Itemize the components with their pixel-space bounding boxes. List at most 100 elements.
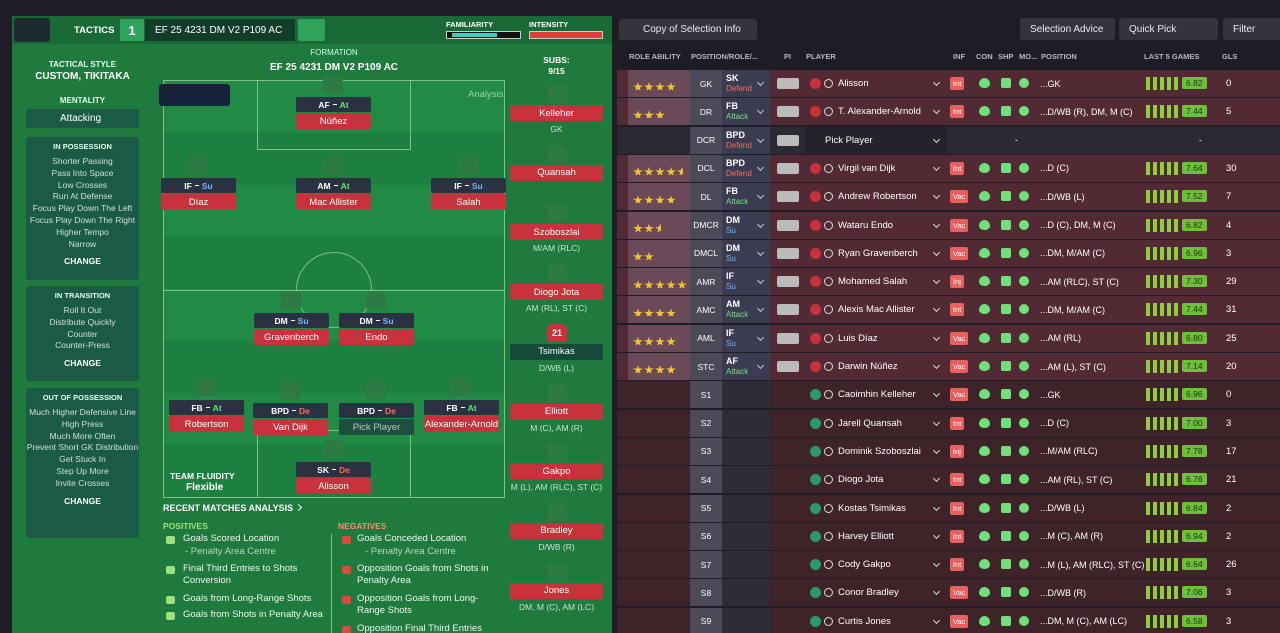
sub-name[interactable]: Kelleher <box>510 105 603 121</box>
sub-name[interactable]: Elliott <box>510 403 603 420</box>
con-icon <box>979 361 990 371</box>
column-header[interactable]: LAST 5 GAMES <box>1144 52 1200 61</box>
star <box>644 280 654 289</box>
analysis-item: Opposition Goals from Long-Range Shots <box>357 593 479 616</box>
player-name[interactable]: Van Dijk <box>253 419 328 435</box>
player-position: ...D/WB (L) <box>1040 191 1085 202</box>
inf-badge: Vac <box>950 614 969 628</box>
back-button[interactable] <box>14 18 50 42</box>
player-name[interactable]: Caoimhin Kelleher <box>838 389 916 401</box>
change-button[interactable]: CHANGE <box>64 256 101 267</box>
star <box>633 336 643 345</box>
column-header[interactable]: POSITION <box>1041 52 1077 61</box>
player-name[interactable]: Pick Player <box>825 134 873 146</box>
column-header[interactable]: CON <box>976 52 993 61</box>
instruction-item: Roll It Out <box>63 305 102 315</box>
con-icon <box>979 559 990 570</box>
copy-button[interactable]: Copy of Selection Info <box>619 19 757 40</box>
add-button[interactable] <box>298 19 325 41</box>
role-tag[interactable]: SK De <box>296 462 371 477</box>
slot-number[interactable]: 1 <box>120 19 144 41</box>
duty: De <box>299 405 310 416</box>
role-tag[interactable]: IF Su <box>431 178 506 193</box>
role-cell <box>722 409 770 437</box>
player-name[interactable]: Darwin Núñez <box>838 361 898 372</box>
column-header[interactable]: POSITION/ROLE/... <box>691 52 759 61</box>
column-header[interactable]: GLS <box>1222 52 1238 61</box>
role-tag[interactable]: FB At <box>169 400 244 415</box>
tactic-name[interactable]: EF 25 4231 DM V2 P109 AC <box>145 19 295 41</box>
view-toggle[interactable] <box>159 84 230 106</box>
sub-name[interactable]: Gakpo <box>510 463 603 480</box>
star <box>666 308 676 317</box>
player-name[interactable]: Mac Allister <box>296 194 371 210</box>
sub-name[interactable]: Szoboszlai <box>510 224 603 241</box>
player-name[interactable]: Kostas Tsimikas <box>838 502 906 514</box>
player-name[interactable]: Endo <box>339 329 414 345</box>
inf-badge: Vac <box>950 586 969 600</box>
style-value[interactable]: CUSTOM, TIKITAKA <box>35 71 130 82</box>
sub-name[interactable]: Bradley <box>510 522 603 539</box>
column-header[interactable]: MO... <box>1019 52 1038 61</box>
shp-icon <box>1001 304 1011 315</box>
role-tag[interactable]: DM Su <box>254 313 329 328</box>
player-name[interactable]: Alexander-Arnold <box>424 416 499 432</box>
position-code: S3 <box>690 437 722 465</box>
player-name[interactable]: Salah <box>431 194 506 210</box>
player-name[interactable]: Alisson <box>838 78 869 89</box>
player-name[interactable]: Mohamed Salah <box>838 276 908 288</box>
change-button[interactable]: CHANGE <box>64 358 101 369</box>
player-name[interactable]: Curtis Jones <box>838 615 891 627</box>
player-status <box>824 192 833 202</box>
role-tag[interactable]: AM At <box>296 178 371 193</box>
column-header[interactable]: PI <box>784 52 792 61</box>
player-name[interactable]: Diogo Jota <box>838 474 884 486</box>
analysis-title[interactable]: RECENT MATCHES ANALYSIS <box>163 503 294 513</box>
player-name[interactable]: Gravenberch <box>254 329 329 345</box>
player-name[interactable]: Wataru Endo <box>838 219 894 231</box>
star <box>655 336 665 345</box>
rating: 6.96 <box>1182 246 1207 259</box>
analysis-button[interactable]: Analysis <box>468 89 504 100</box>
player-name[interactable]: Ryan Gravenberch <box>838 247 918 259</box>
role: AM <box>317 180 331 191</box>
player-name[interactable]: Jarell Quansah <box>838 417 902 429</box>
sub-name[interactable]: Jones <box>510 582 603 599</box>
sub-name[interactable]: Quansah <box>510 164 603 181</box>
positives-label: POSITIVES <box>163 521 208 531</box>
player-name[interactable]: Luis Díaz <box>838 332 878 344</box>
player-shirt <box>366 381 386 399</box>
column-header[interactable]: PLAYER <box>806 52 836 61</box>
role-tag[interactable]: BPD De <box>253 403 328 418</box>
player-name[interactable]: Alisson <box>296 478 371 494</box>
filter-button[interactable]: Filter <box>1223 18 1280 40</box>
role-tag[interactable]: DM Su <box>339 313 414 328</box>
player-name[interactable]: Pick Player <box>339 419 414 435</box>
player-name[interactable]: T. Alexander-Arnold <box>838 106 921 118</box>
player-name[interactable]: Dominik Szoboszlai <box>838 445 921 457</box>
mentality-select[interactable]: Attacking <box>26 109 139 128</box>
player-name[interactable]: Conor Bradley <box>838 587 899 599</box>
column-header[interactable]: ROLE ABILITY <box>629 52 681 61</box>
role-tag[interactable]: IF Su <box>161 178 236 193</box>
quickpick-button[interactable]: Quick Pick <box>1119 18 1218 40</box>
column-header[interactable]: SHP <box>998 52 1014 61</box>
player-name[interactable]: Cody Gakpo <box>838 559 891 571</box>
sub-name[interactable]: Tsimikas <box>510 343 603 360</box>
role-tag[interactable]: AF At <box>296 97 371 112</box>
role-tag[interactable]: BPD De <box>339 403 414 418</box>
player-name[interactable]: Virgil van Dijk <box>838 162 896 174</box>
role-tag[interactable]: FB At <box>424 400 499 415</box>
sub-name[interactable]: Diogo Jota <box>510 284 603 301</box>
player-name[interactable]: Robertson <box>169 416 244 432</box>
player-name[interactable]: Andrew Robertson <box>838 191 917 203</box>
player-name[interactable]: Alexis Mac Allister <box>838 304 915 316</box>
player-name[interactable]: Núñez <box>296 113 371 129</box>
formation-name[interactable]: EF 25 4231 DM V2 P109 AC <box>269 62 399 73</box>
player-name[interactable]: Harvey Elliott <box>838 530 894 542</box>
subs-label: SUBS: <box>543 55 570 65</box>
column-header[interactable]: INF <box>953 52 966 61</box>
player-name[interactable]: Díaz <box>161 194 236 210</box>
change-button[interactable]: CHANGE <box>64 495 101 506</box>
advice-button[interactable]: Selection Advice <box>1020 18 1115 40</box>
